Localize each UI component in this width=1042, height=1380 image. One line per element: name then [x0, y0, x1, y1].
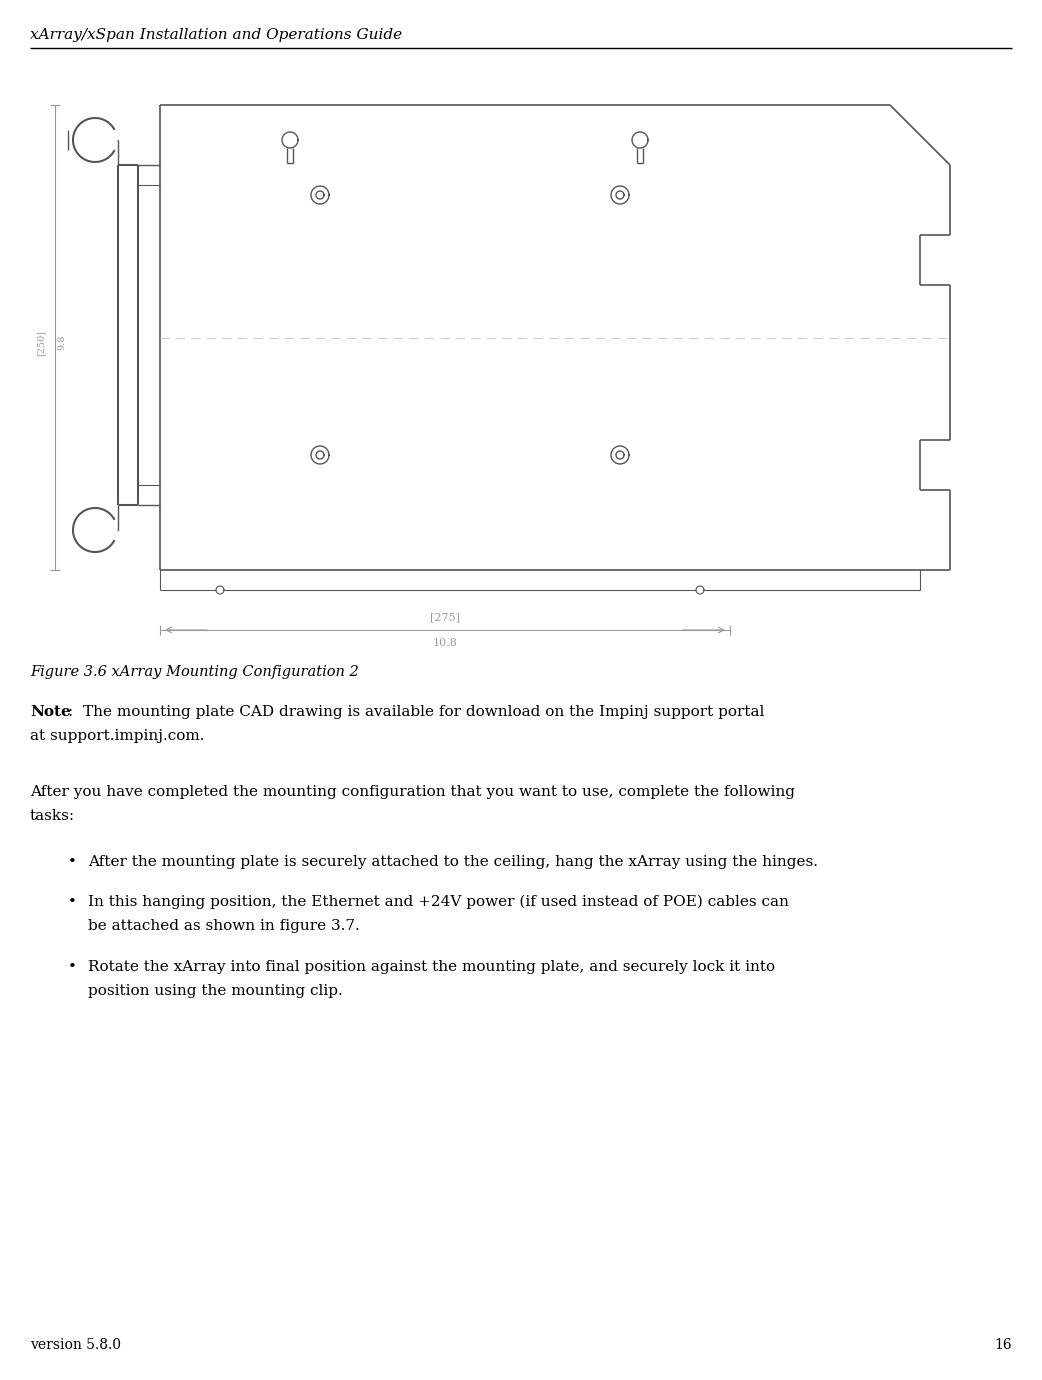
Text: In this hanging position, the Ethernet and +24V power (if used instead of POE) c: In this hanging position, the Ethernet a… — [88, 896, 789, 909]
Text: version 5.8.0: version 5.8.0 — [30, 1339, 121, 1352]
Text: 16: 16 — [994, 1339, 1012, 1352]
Text: tasks:: tasks: — [30, 809, 75, 822]
Text: After you have completed the mounting configuration that you want to use, comple: After you have completed the mounting co… — [30, 785, 795, 799]
Text: :  The mounting plate CAD drawing is available for download on the Impinj suppor: : The mounting plate CAD drawing is avai… — [68, 705, 765, 719]
Text: at support.impinj.com.: at support.impinj.com. — [30, 729, 204, 742]
Text: xArray/xSpan Installation and Operations Guide: xArray/xSpan Installation and Operations… — [30, 28, 402, 41]
Text: After the mounting plate is securely attached to the ceiling, hang the xArray us: After the mounting plate is securely att… — [88, 856, 818, 869]
Text: position using the mounting clip.: position using the mounting clip. — [88, 984, 343, 998]
Text: •: • — [68, 960, 77, 974]
Text: be attached as shown in figure 3.7.: be attached as shown in figure 3.7. — [88, 919, 359, 933]
Text: •: • — [68, 896, 77, 909]
Text: Figure 3.6 xArray Mounting Configuration 2: Figure 3.6 xArray Mounting Configuration… — [30, 665, 358, 679]
Text: Note: Note — [30, 705, 71, 719]
Text: [275]: [275] — [430, 611, 460, 622]
Text: 10.8: 10.8 — [432, 638, 457, 649]
Text: [250]: [250] — [36, 330, 45, 356]
Text: •: • — [68, 856, 77, 869]
Text: Rotate the xArray into final position against the mounting plate, and securely l: Rotate the xArray into final position ag… — [88, 960, 775, 974]
Text: 9.8: 9.8 — [57, 335, 66, 351]
